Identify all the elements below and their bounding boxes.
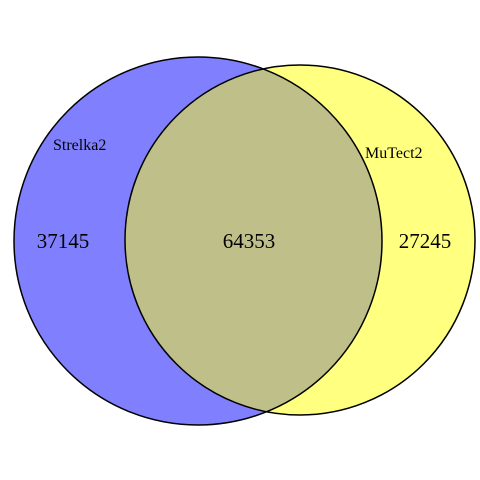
mutect2-only-count: 27245: [399, 229, 452, 253]
mutect2-outline: [124, 64, 476, 416]
strelka2-label: Strelka2: [53, 137, 106, 154]
strelka2-only-count: 37145: [37, 229, 90, 253]
intersection-count: 64353: [223, 229, 276, 253]
mutect2-label: MuTect2: [365, 145, 423, 162]
strelka2-outline: [13, 56, 383, 426]
overlap-region: [125, 65, 382, 415]
